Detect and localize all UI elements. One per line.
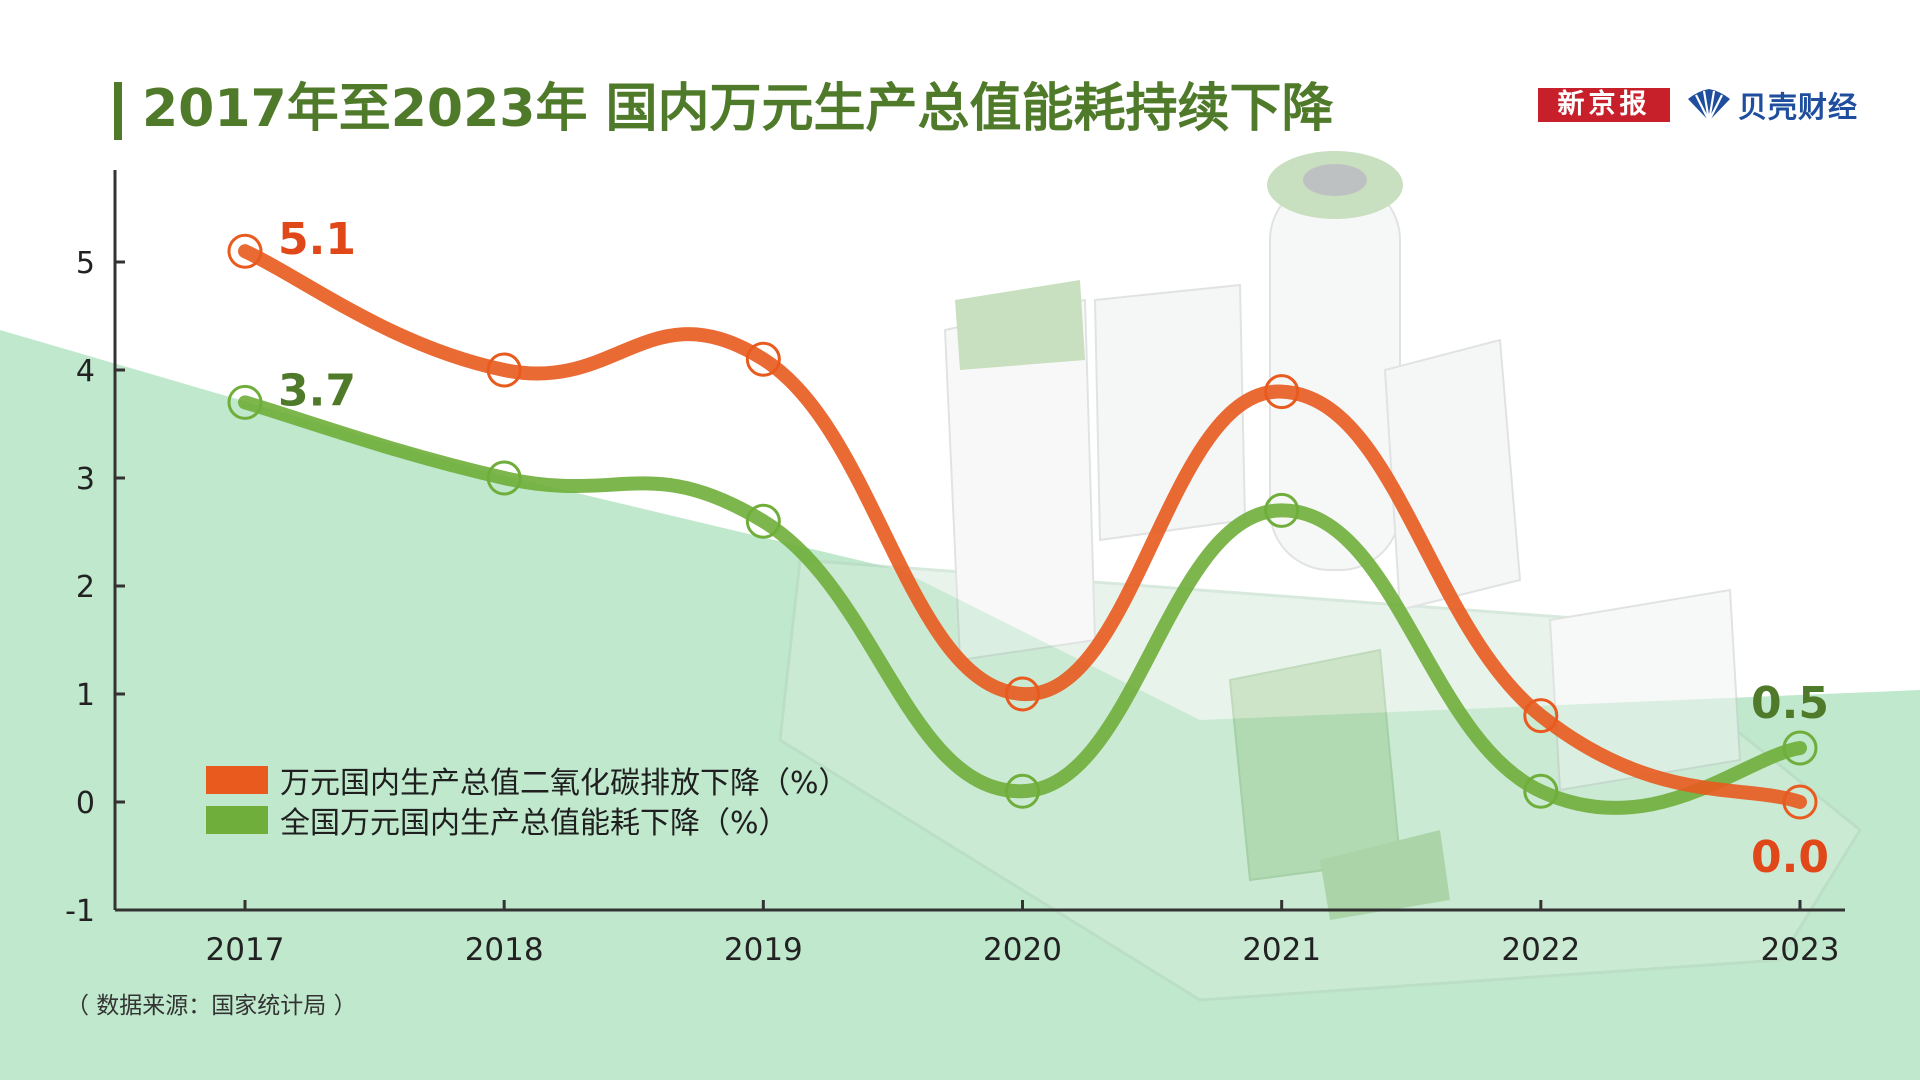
beike-shell-icon (1688, 89, 1730, 122)
legend-swatch-co2 (206, 766, 268, 794)
data-labels: 5.1 0.0 3.7 0.5 (278, 214, 1829, 883)
series-line-co2 (238, 244, 1807, 809)
data-point-co2-2021 (1264, 374, 1300, 410)
data-point-co2-2018 (486, 352, 522, 388)
y-tick-label: 4 (76, 354, 95, 389)
x-tick-label: 2017 (206, 932, 285, 968)
data-point-co2-2023 (1782, 784, 1818, 820)
y-tick-label: 0 (76, 786, 95, 821)
series-line-energy (238, 395, 1807, 815)
chart-legend: 万元国内生产总值二氧化碳排放下降（%） 全国万元国内生产总值能耗下降（%） (206, 760, 849, 841)
city-illustration (778, 151, 1862, 1002)
data-label-co2-2017: 5.1 (278, 214, 356, 265)
data-label-energy-2017: 3.7 (278, 365, 356, 416)
data-point-energy-2020 (1005, 773, 1040, 809)
chart-axes: -1 0 1 2 3 4 5 2017 2018 2019 2020 2021 2022 2023 (65, 170, 1845, 968)
legend-swatch-energy (206, 806, 268, 834)
legend-label-co2: 万元国内生产总值二氧化碳排放下降（%） (280, 766, 849, 801)
data-label-energy-2023: 0.5 (1751, 678, 1829, 729)
legend-label-energy: 全国万元国内生产总值能耗下降（%） (280, 806, 789, 841)
x-tick-label: 2021 (1242, 932, 1321, 968)
series-points (227, 233, 1818, 820)
title-accent-bar (114, 82, 122, 140)
legend-item-energy: 全国万元国内生产总值能耗下降（%） (206, 800, 849, 841)
data-point-energy-2023 (1782, 730, 1818, 766)
data-point-co2-2019 (745, 341, 781, 377)
x-tick-label: 2018 (465, 932, 544, 968)
y-tick-label: -1 (65, 894, 95, 929)
y-tick-label: 2 (76, 570, 95, 605)
beike-logo: 贝壳财经 (1684, 84, 1858, 126)
x-tick-label: 2023 (1761, 932, 1840, 968)
x-tick-label: 2020 (983, 932, 1062, 968)
xinjingbao-logo: 新京报 (1538, 88, 1670, 122)
y-tick-label: 3 (76, 462, 95, 497)
data-label-co2-2023: 0.0 (1751, 832, 1829, 883)
x-tick-label: 2022 (1501, 932, 1580, 968)
data-point-energy-2019 (745, 503, 781, 539)
chart-title: 2017年至2023年 国内万元生产总值能耗持续下降 (142, 79, 1334, 139)
source-note: （ 数据来源：国家统计局 ） (66, 993, 357, 1019)
x-tick-label: 2019 (724, 932, 803, 968)
data-point-energy-2022 (1523, 773, 1559, 809)
y-tick-label: 5 (76, 246, 95, 281)
legend-item-co2: 万元国内生产总值二氧化碳排放下降（%） (206, 760, 849, 801)
data-point-energy-2018 (486, 460, 522, 496)
y-tick-label: 1 (76, 678, 95, 713)
data-point-energy-2017 (227, 384, 263, 420)
series-lines (238, 244, 1807, 815)
data-point-co2-2020 (1005, 676, 1040, 712)
data-point-co2-2017 (227, 233, 263, 269)
data-point-energy-2021 (1264, 492, 1300, 528)
data-point-co2-2022 (1523, 698, 1559, 734)
beike-logo-text: 贝壳财经 (1738, 90, 1859, 124)
